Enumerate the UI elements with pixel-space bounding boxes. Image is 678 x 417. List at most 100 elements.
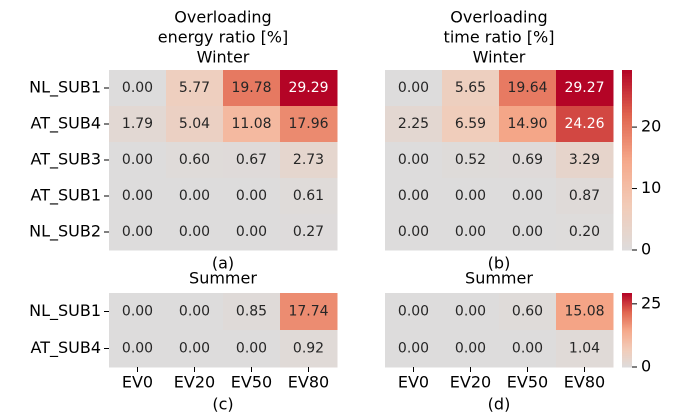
colorbar-segment [622, 241, 632, 245]
cell-label: 0.00 [122, 152, 153, 168]
colorbar-segment [622, 343, 632, 346]
colorbar-segment [622, 202, 632, 206]
colorbar-segment [622, 136, 632, 140]
heatmap-cell [385, 330, 443, 368]
colorbar-segment [622, 313, 632, 316]
heatmap-cell [499, 214, 557, 251]
heatmap-cell [556, 293, 614, 331]
y-tick-label: AT_SUB3 [31, 150, 102, 170]
cell-label: 11.08 [231, 116, 271, 132]
colorbar-segment [622, 326, 632, 329]
colorbar-segment [622, 354, 632, 357]
heatmap-cell [280, 178, 338, 215]
colorbar-segment [622, 307, 632, 310]
colorbar-segment [622, 312, 632, 315]
colorbar-segment [622, 323, 632, 326]
heatmap-cell [385, 142, 443, 179]
colorbar-segment [622, 322, 632, 325]
colorbar-segment [622, 145, 632, 149]
colorbar-tick-label: 25 [641, 293, 661, 312]
colorbar-segment [622, 315, 632, 317]
heatmap-cell [442, 142, 500, 179]
colorbar-segment [622, 100, 632, 104]
colorbar-segment [622, 316, 632, 319]
colorbar-segment [622, 196, 632, 200]
colorbar-segment [622, 300, 632, 303]
colorbar-segment [622, 94, 632, 98]
colorbar-segment [622, 295, 632, 298]
panel-title: Summer [189, 269, 257, 288]
heatmap-cell [166, 106, 224, 143]
heatmap-cell [442, 330, 500, 368]
cell-label: 5.04 [179, 116, 210, 132]
colorbar-segment [622, 309, 632, 311]
heatmap-cell [223, 106, 281, 143]
panel-caption: (c) [212, 395, 233, 414]
heatmap-cell [166, 293, 224, 331]
heatmap-cell [223, 214, 281, 251]
cell-label: 0.00 [512, 341, 543, 357]
colorbar-segment [622, 85, 632, 89]
colorbar-segment [622, 244, 632, 248]
cell-label: 19.78 [231, 80, 271, 96]
heatmap-cell [499, 178, 557, 215]
colorbar-segment [622, 175, 632, 179]
panel-title: energy ratio [%] [158, 28, 289, 47]
x-tick-label: EV80 [564, 373, 605, 392]
heatmap-cell [499, 330, 557, 368]
colorbar-segment [622, 148, 632, 152]
colorbar-segment [622, 220, 632, 224]
colorbar-segment [622, 154, 632, 158]
heatmap-cell [280, 214, 338, 251]
colorbar-segment [622, 337, 632, 340]
colorbar-segment [622, 151, 632, 155]
colorbar-segment [622, 333, 632, 336]
cell-label: 0.00 [122, 304, 153, 320]
colorbar-segment [622, 187, 632, 191]
cell-label: 0.00 [236, 341, 267, 357]
y-tick-label: NL_SUB2 [29, 222, 101, 242]
colorbar-segment [622, 311, 632, 314]
colorbar-segment [622, 362, 632, 364]
colorbar-segment [622, 342, 632, 345]
colorbar-segment [622, 320, 632, 322]
colorbar-segment [622, 348, 632, 351]
cell-label: 0.00 [122, 188, 153, 204]
panel-caption: (d) [488, 395, 511, 414]
cell-label: 24.26 [564, 116, 604, 132]
colorbar-segment [622, 238, 632, 242]
colorbar-segment [622, 363, 632, 366]
colorbar-segment [622, 160, 632, 164]
heatmap-cell [223, 142, 281, 179]
heatmap-cell [442, 178, 500, 215]
y-tick-label: AT_SUB4 [31, 338, 102, 358]
x-tick-label: EV80 [288, 373, 329, 392]
cell-label: 0.92 [293, 341, 324, 357]
heatmap-cell [166, 330, 224, 368]
cell-label: 0.60 [179, 152, 210, 168]
colorbar-segment [622, 127, 632, 131]
heatmap-cell [109, 70, 167, 107]
heatmap-cell [166, 142, 224, 179]
cell-label: 0.00 [512, 188, 543, 204]
colorbar-segment [622, 301, 632, 304]
heatmap-cell [223, 293, 281, 331]
colorbar-segment [622, 226, 632, 230]
cell-label: 0.00 [122, 224, 153, 240]
colorbar-segment [622, 339, 632, 342]
colorbar-segment [622, 109, 632, 113]
heatmap-cell [109, 178, 167, 215]
heatmap-cell [385, 106, 443, 143]
heatmap-panel: Summer (d) 0.00 0.00 0.60 15.08 0.00 0.00 0.00 1.… [385, 269, 661, 414]
colorbar-segment [622, 297, 632, 300]
cell-label: 0.60 [512, 304, 543, 320]
colorbar-segment [622, 305, 632, 308]
cell-label: 0.20 [569, 224, 600, 240]
cell-label: 5.77 [179, 80, 210, 96]
cell-label: 0.00 [398, 224, 429, 240]
colorbar-segment [622, 88, 632, 92]
x-tick-label: EV0 [398, 373, 429, 392]
colorbar-segment [622, 211, 632, 215]
cell-label: 19.64 [507, 80, 547, 96]
x-tick-label: EV50 [507, 373, 548, 392]
